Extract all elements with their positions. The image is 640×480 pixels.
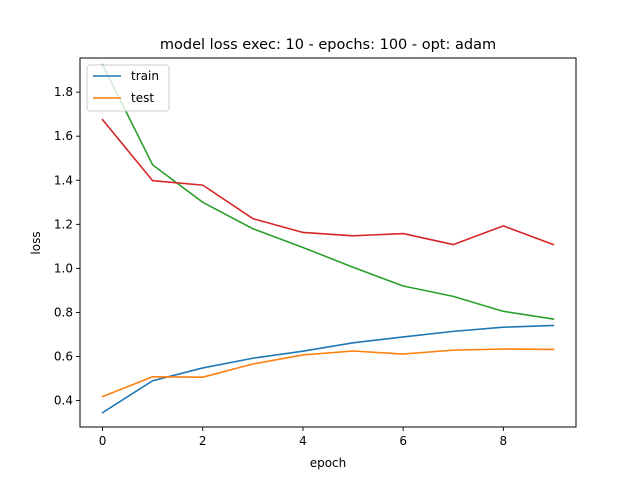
legend-label-test: test: [131, 91, 154, 105]
y-tick-label: 1.0: [54, 261, 73, 275]
series-layer: [101, 63, 555, 414]
x-tick-label: 0: [99, 434, 107, 448]
y-tick-label: 0.4: [54, 394, 73, 408]
x-tick-label: 8: [500, 434, 508, 448]
y-tick-label: 1.4: [54, 173, 73, 187]
y-tick-label: 1.6: [54, 129, 73, 143]
x-tick-label: 4: [299, 434, 307, 448]
legend: train test: [86, 64, 170, 112]
x-tick-label: 6: [399, 434, 407, 448]
y-tick-label: 1.8: [54, 85, 73, 99]
x-tick-label: 2: [199, 434, 207, 448]
series-line-test: [101, 348, 555, 398]
plot-frame: [79, 57, 577, 428]
chart-title: model loss exec: 10 - epochs: 100 - opt:…: [160, 37, 496, 53]
y-tick-label: 0.8: [54, 305, 73, 319]
series-line-train: [101, 324, 555, 414]
series-line-series-4: [101, 118, 555, 246]
x-axis-label: epoch: [310, 456, 347, 470]
y-tick-label: 1.2: [54, 217, 73, 231]
y-axis-ticks: 0.4 0.6 0.8 1.0 1.2 1.4 1.6 1.8: [54, 85, 80, 408]
x-axis-ticks: 0 2 4 6 8: [99, 427, 507, 448]
y-tick-label: 0.6: [54, 350, 73, 364]
legend-label-train: train: [131, 69, 159, 83]
y-axis-label: loss: [29, 231, 43, 254]
